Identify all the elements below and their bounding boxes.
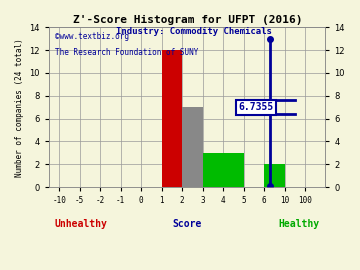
Text: Healthy: Healthy [279, 219, 320, 229]
Title: Z'-Score Histogram for UFPT (2016): Z'-Score Histogram for UFPT (2016) [72, 15, 302, 25]
Bar [264, 164, 284, 187]
Text: Unhealthy: Unhealthy [55, 219, 108, 229]
Text: 6.7355: 6.7355 [238, 102, 274, 112]
Bar [162, 50, 182, 187]
Bar [182, 107, 203, 187]
Y-axis label: Number of companies (24 total): Number of companies (24 total) [15, 38, 24, 177]
Text: ©www.textbiz.org: ©www.textbiz.org [55, 32, 129, 41]
Text: The Research Foundation of SUNY: The Research Foundation of SUNY [55, 48, 198, 57]
Bar [203, 153, 244, 187]
Text: Industry: Commodity Chemicals: Industry: Commodity Chemicals [117, 27, 272, 36]
Text: Score: Score [172, 219, 202, 229]
